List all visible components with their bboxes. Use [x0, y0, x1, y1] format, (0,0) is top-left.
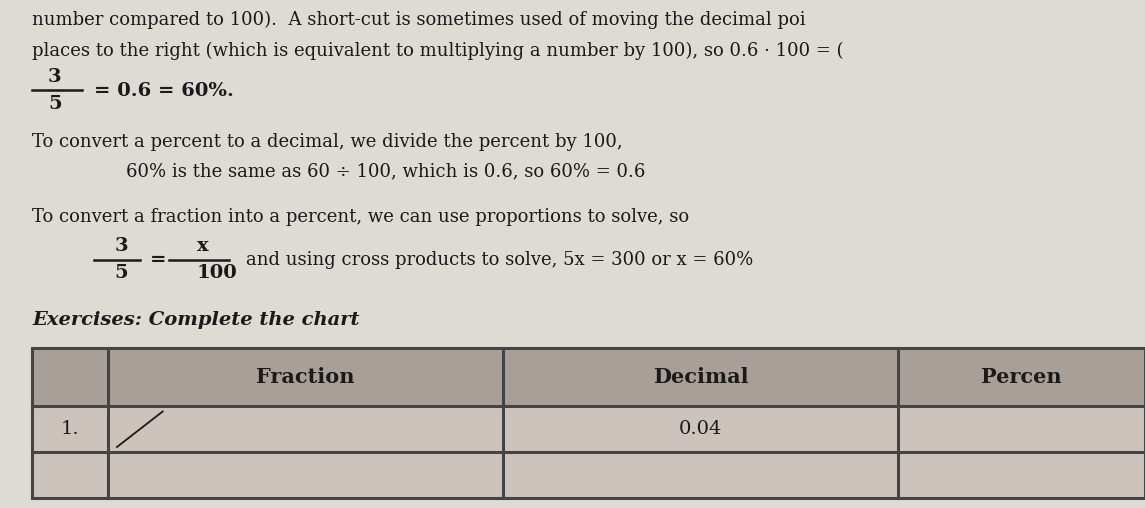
Text: To convert a fraction into a percent, we can use proportions to solve, so: To convert a fraction into a percent, we…	[32, 208, 689, 227]
Text: places to the right (which is equivalent to multiplying a number by 100), so 0.6: places to the right (which is equivalent…	[32, 42, 844, 60]
Text: 1.: 1.	[61, 420, 79, 438]
Text: number compared to 100).  A short-cut is sometimes used of moving the decimal po: number compared to 100). A short-cut is …	[32, 11, 806, 29]
Bar	[32, 348, 1145, 498]
Text: 0.04: 0.04	[679, 420, 722, 438]
Text: Fraction: Fraction	[256, 367, 355, 387]
Text: x: x	[197, 237, 208, 256]
Text: To convert a percent to a decimal, we divide the percent by 100,: To convert a percent to a decimal, we di…	[32, 133, 623, 151]
Text: and using cross products to solve, 5x = 300 or x = 60%: and using cross products to solve, 5x = …	[246, 251, 753, 269]
Text: = 0.6 = 60%.: = 0.6 = 60%.	[94, 82, 234, 101]
Text: =: =	[150, 251, 166, 269]
Text: Decimal: Decimal	[653, 367, 748, 387]
Text: Exercises: Complete the chart: Exercises: Complete the chart	[32, 311, 360, 329]
Text: 100: 100	[197, 264, 238, 282]
Text: 5: 5	[48, 95, 62, 113]
Bar	[32, 348, 1145, 406]
Text: 3: 3	[48, 68, 62, 86]
Bar	[32, 406, 1145, 498]
Text: 60% is the same as 60 ÷ 100, which is 0.6, so 60% = 0.6: 60% is the same as 60 ÷ 100, which is 0.…	[126, 163, 646, 181]
Text: 3: 3	[114, 237, 128, 256]
Text: Percen: Percen	[981, 367, 1061, 387]
Text: 5: 5	[114, 264, 128, 282]
